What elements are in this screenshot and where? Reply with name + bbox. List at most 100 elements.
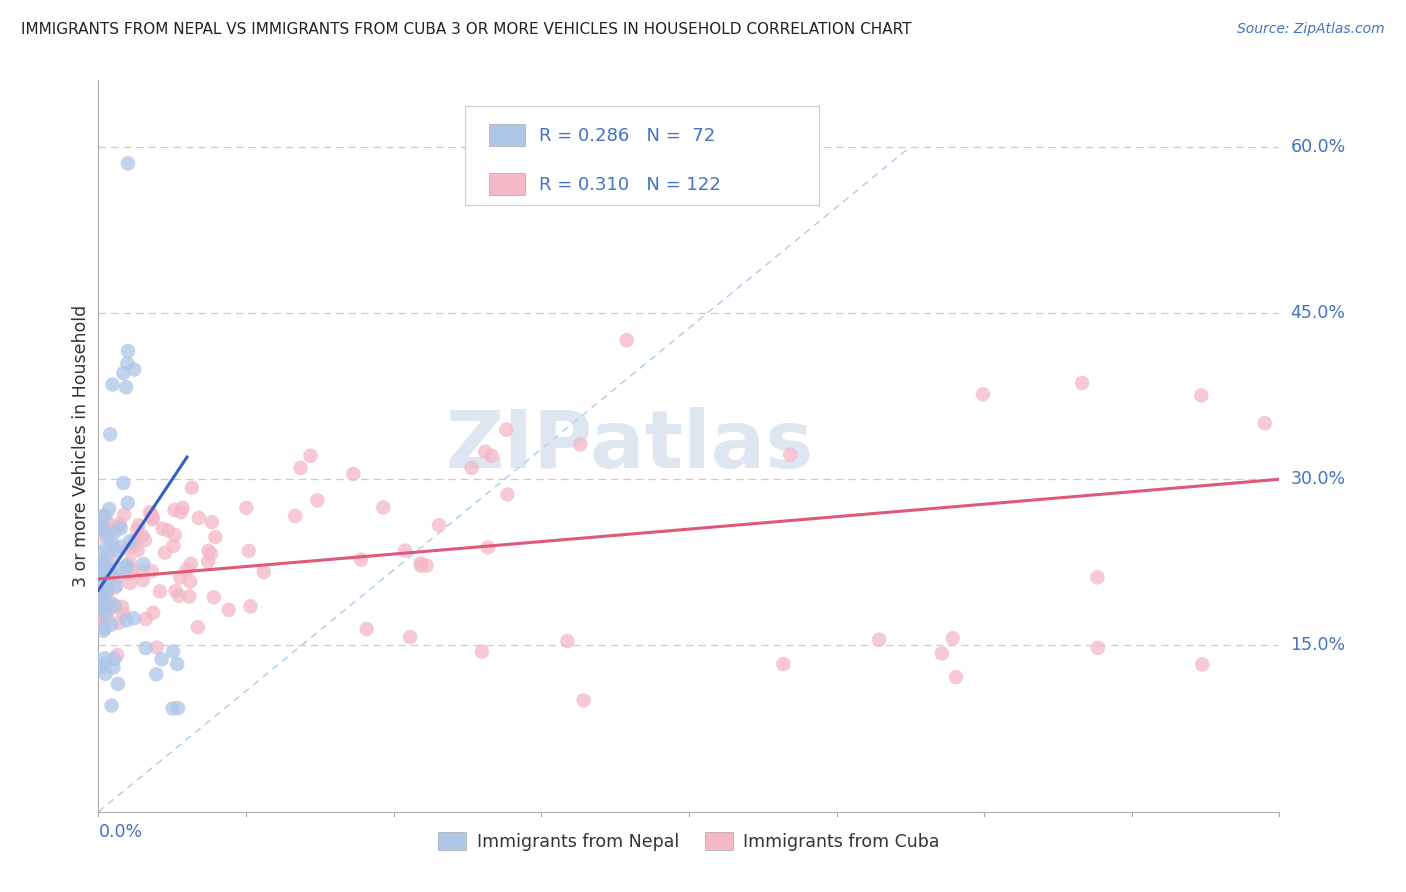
Point [167, 589, 190, 603]
Point [471, 644, 494, 658]
Point [117, 496, 139, 510]
Point [104, 581, 127, 595]
Point [166, 657, 188, 672]
Point [1087, 640, 1109, 655]
Point [97, 516, 120, 531]
Point [118, 534, 141, 549]
Point [481, 449, 503, 463]
Point [135, 641, 157, 656]
Point [110, 521, 132, 535]
Point [1087, 570, 1109, 584]
Point [1071, 376, 1094, 390]
Point [93, 599, 115, 613]
Point [1191, 657, 1213, 672]
Point [132, 557, 155, 571]
Point [197, 543, 219, 558]
Point [96, 529, 118, 543]
Text: 30.0%: 30.0% [1291, 470, 1346, 488]
Point [409, 557, 432, 571]
Point [868, 632, 890, 647]
Point [94, 560, 117, 574]
Point [89, 605, 111, 619]
Point [94, 508, 117, 523]
Point [120, 575, 142, 590]
Point [1189, 388, 1212, 402]
Point [91, 586, 114, 600]
Point [290, 461, 312, 475]
Point [477, 541, 499, 555]
Point [96, 600, 118, 615]
Point [91, 552, 114, 566]
Point [90, 521, 112, 535]
Point [616, 333, 638, 347]
Point [89, 576, 111, 591]
Point [96, 596, 118, 610]
Point [197, 554, 219, 568]
Point [170, 505, 193, 519]
Point [124, 533, 146, 548]
Point [127, 523, 149, 537]
Point [142, 606, 165, 620]
Point [117, 356, 139, 370]
Point [93, 522, 115, 536]
Point [167, 701, 190, 715]
Point [117, 541, 139, 556]
Point [117, 566, 139, 580]
Point [557, 634, 579, 648]
Point [117, 343, 139, 358]
Point [128, 518, 150, 533]
Point [115, 613, 138, 627]
Point [89, 600, 111, 615]
Point [90, 660, 112, 674]
Point [94, 666, 117, 681]
Point [122, 611, 145, 625]
Point [101, 377, 124, 392]
Point [112, 366, 135, 380]
Point [91, 563, 114, 577]
Point [931, 647, 953, 661]
Point [163, 503, 186, 517]
Point [127, 543, 149, 558]
Point [399, 630, 422, 644]
Point [89, 583, 111, 598]
Point [200, 547, 222, 561]
Point [89, 564, 111, 578]
Point [91, 593, 114, 607]
Point [131, 565, 153, 579]
Point [100, 618, 122, 632]
Point [117, 156, 139, 170]
Point [135, 612, 157, 626]
Point [141, 507, 163, 521]
Point [179, 590, 201, 604]
Point [107, 562, 129, 576]
Point [152, 522, 174, 536]
Point [98, 526, 121, 541]
Point [105, 648, 128, 662]
Point [122, 541, 145, 555]
Point [180, 481, 202, 495]
Point [104, 599, 127, 613]
Point [107, 615, 129, 630]
Point [299, 449, 322, 463]
Point [93, 651, 115, 665]
Point [96, 574, 118, 589]
Point [115, 560, 138, 574]
Point [98, 501, 121, 516]
Point [98, 552, 121, 566]
Point [90, 570, 112, 584]
Point [132, 573, 155, 587]
Point [972, 387, 994, 401]
Point [253, 565, 276, 579]
Point [100, 536, 122, 550]
Point [239, 599, 262, 614]
Point [97, 566, 120, 581]
Point [156, 524, 179, 538]
Point [115, 558, 138, 573]
Point [162, 701, 184, 715]
Point [145, 667, 167, 681]
Point [103, 660, 125, 674]
Point [238, 544, 260, 558]
Point [101, 540, 124, 554]
Point [373, 500, 395, 515]
Point [235, 500, 257, 515]
